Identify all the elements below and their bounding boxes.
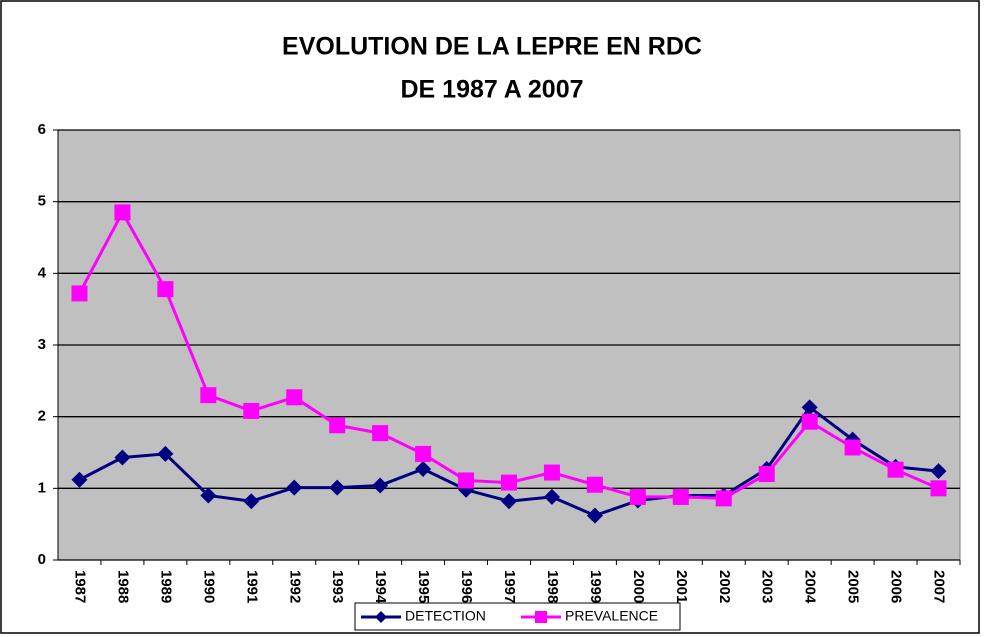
marker xyxy=(543,488,560,505)
x-tick-label: 1998 xyxy=(544,570,561,603)
marker xyxy=(157,281,174,298)
marker xyxy=(157,445,174,462)
marker xyxy=(801,413,818,430)
x-tick-label: 1988 xyxy=(114,570,131,603)
y-tick-label: 1 xyxy=(38,479,46,496)
y-tick-label: 3 xyxy=(38,336,46,353)
legend-label: DETECTION xyxy=(405,608,486,624)
marker xyxy=(586,507,603,524)
x-tick-label: 1990 xyxy=(200,570,217,603)
marker xyxy=(286,389,303,406)
y-tick-label: 6 xyxy=(38,121,46,138)
x-tick-label: 1992 xyxy=(286,570,303,603)
legend-marker xyxy=(535,611,547,623)
x-tick-label: 2005 xyxy=(845,570,862,603)
x-tick-label: 2003 xyxy=(759,570,776,603)
marker xyxy=(415,460,432,477)
marker xyxy=(887,461,904,478)
marker xyxy=(930,463,947,480)
x-tick-label: 1999 xyxy=(587,570,604,603)
chart-title: DE 1987 A 2007 xyxy=(401,76,584,104)
marker xyxy=(715,490,732,507)
marker xyxy=(672,488,689,505)
marker xyxy=(501,493,517,510)
marker xyxy=(543,464,560,481)
y-tick-label: 2 xyxy=(38,408,46,425)
marker xyxy=(71,285,88,302)
x-tick-label: 1993 xyxy=(329,570,346,603)
marker xyxy=(286,479,303,496)
marker xyxy=(844,439,861,456)
marker xyxy=(372,477,389,494)
marker xyxy=(243,493,260,510)
marker xyxy=(329,479,346,496)
marker xyxy=(114,204,131,221)
x-tick-label: 2002 xyxy=(716,570,733,603)
marker xyxy=(930,480,947,497)
x-tick-label: 1991 xyxy=(243,570,260,603)
y-tick-label: 4 xyxy=(38,264,47,281)
x-tick-label: 1987 xyxy=(72,570,89,603)
legend xyxy=(354,602,681,631)
marker xyxy=(329,417,346,434)
x-tick-label: 1994 xyxy=(372,570,389,604)
x-tick-label: 1989 xyxy=(157,570,174,603)
marker xyxy=(458,472,475,489)
x-tick-label: 2006 xyxy=(888,570,905,603)
x-tick-label: 2004 xyxy=(802,570,819,604)
marker xyxy=(501,474,517,491)
x-tick-label: 1997 xyxy=(501,570,518,603)
marker xyxy=(243,402,260,419)
chart-title: EVOLUTION DE LA LEPRE EN RDC xyxy=(282,33,702,61)
marker xyxy=(758,466,775,482)
marker xyxy=(200,487,217,504)
legend-label: PREVALENCE xyxy=(565,608,658,624)
marker xyxy=(415,445,432,462)
x-tick-label: 1995 xyxy=(415,570,432,603)
marker xyxy=(200,387,217,404)
marker xyxy=(71,471,88,488)
marker xyxy=(586,476,603,493)
x-tick-label: 2000 xyxy=(630,570,647,603)
legend-marker xyxy=(375,611,387,623)
marker xyxy=(372,425,389,442)
marker xyxy=(629,488,646,505)
x-tick-label: 1996 xyxy=(458,570,475,603)
y-tick-label: 5 xyxy=(38,193,46,210)
marker xyxy=(801,399,818,416)
y-tick-label: 0 xyxy=(38,551,46,568)
x-tick-label: 2001 xyxy=(673,570,690,603)
x-tick-label: 2007 xyxy=(931,570,948,603)
marker xyxy=(114,449,131,466)
